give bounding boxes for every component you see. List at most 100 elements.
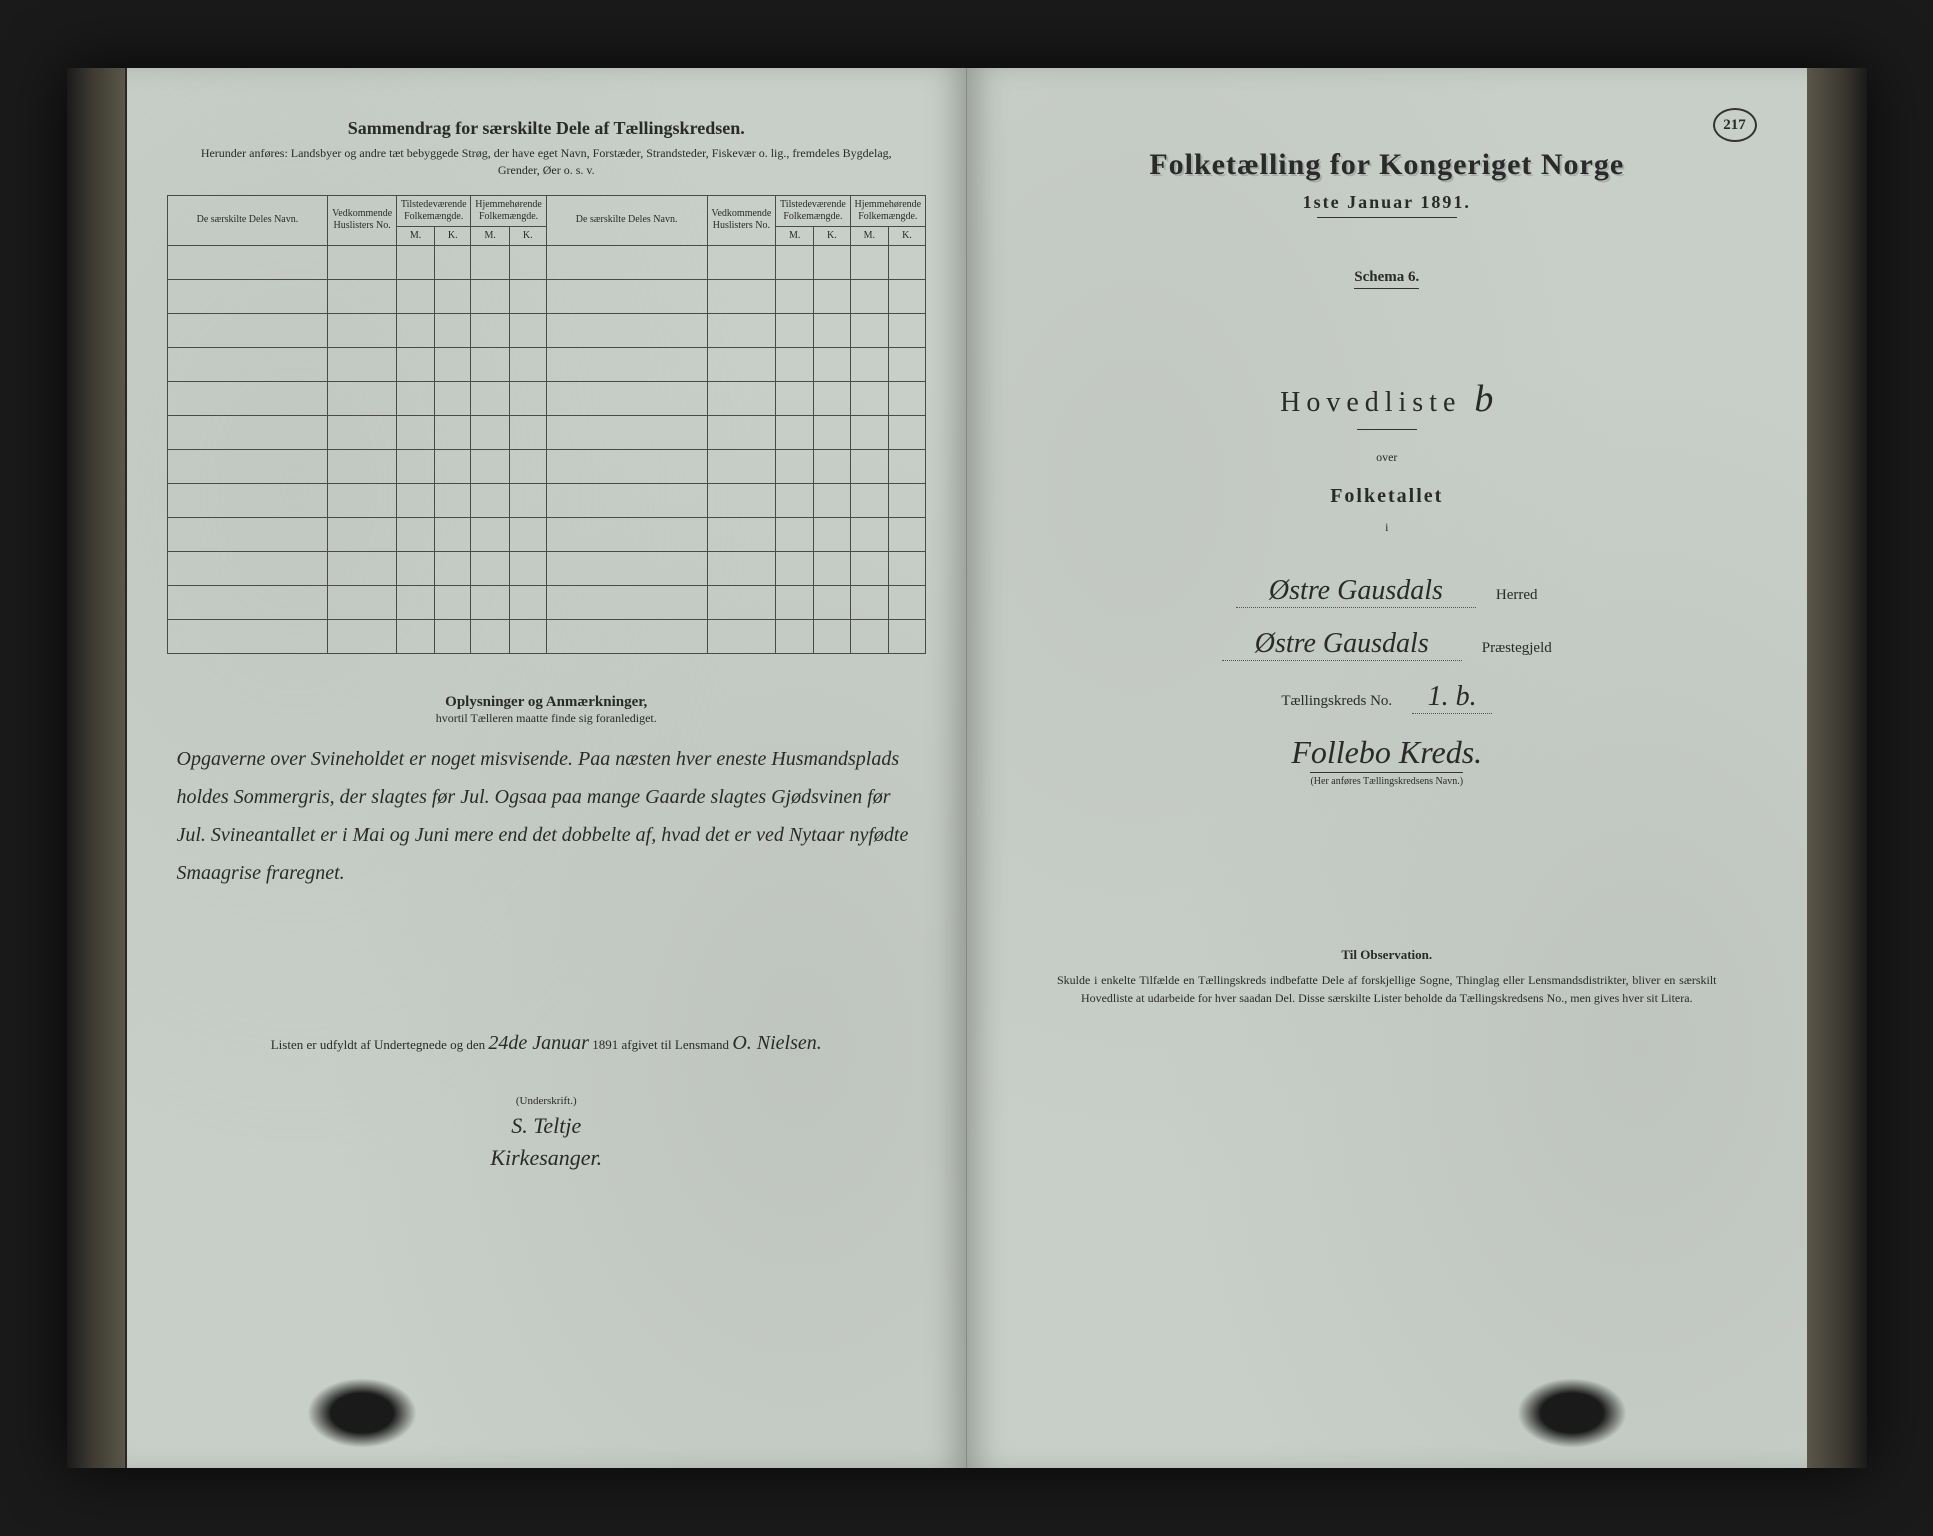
table-cell	[546, 313, 707, 347]
table-cell	[167, 347, 328, 381]
table-cell	[889, 619, 926, 653]
table-cell	[435, 415, 471, 449]
table-cell	[850, 313, 888, 347]
table-cell	[471, 245, 509, 279]
table-cell	[776, 551, 814, 585]
left-page-subtitle: Herunder anføres: Landsbyer og andre tæt…	[167, 145, 927, 179]
table-row	[167, 517, 926, 551]
th-k: K.	[435, 226, 471, 245]
table-cell	[776, 347, 814, 381]
table-cell	[707, 517, 776, 551]
table-cell	[814, 483, 850, 517]
table-row	[167, 347, 926, 381]
table-cell	[850, 449, 888, 483]
table-cell	[397, 449, 435, 483]
table-cell	[707, 619, 776, 653]
table-cell	[397, 483, 435, 517]
table-cell	[889, 347, 926, 381]
table-cell	[397, 585, 435, 619]
th-m: M.	[397, 226, 435, 245]
table-row	[167, 449, 926, 483]
table-row	[167, 483, 926, 517]
table-cell	[776, 245, 814, 279]
table-cell	[435, 517, 471, 551]
table-cell	[397, 619, 435, 653]
th-navn-1: De særskilte Deles Navn.	[167, 195, 328, 245]
table-cell	[546, 381, 707, 415]
table-cell	[814, 619, 850, 653]
observation-heading: Til Observation.	[1007, 947, 1767, 963]
table-cell	[471, 449, 509, 483]
table-cell	[707, 279, 776, 313]
table-cell	[397, 245, 435, 279]
table-cell	[814, 517, 850, 551]
table-cell	[776, 483, 814, 517]
summary-table: De særskilte Deles Navn. Vedkommende Hus…	[167, 195, 927, 654]
table-cell	[546, 619, 707, 653]
table-cell	[546, 279, 707, 313]
table-cell	[546, 415, 707, 449]
table-cell	[546, 483, 707, 517]
table-cell	[776, 517, 814, 551]
table-cell	[167, 483, 328, 517]
th-huslister-1: Vedkommende Huslisters No.	[328, 195, 397, 245]
table-cell	[509, 381, 546, 415]
table-cell	[814, 415, 850, 449]
table-cell	[509, 279, 546, 313]
table-cell	[546, 551, 707, 585]
table-cell	[435, 381, 471, 415]
table-cell	[328, 245, 397, 279]
table-cell	[328, 449, 397, 483]
table-cell	[814, 347, 850, 381]
i-label: i	[1007, 520, 1767, 535]
book-spine-right	[1807, 68, 1867, 1468]
table-cell	[328, 483, 397, 517]
table-cell	[435, 279, 471, 313]
table-cell	[435, 619, 471, 653]
right-content: Folketælling for Kongeriget Norge 1ste J…	[1007, 118, 1767, 1007]
th-k: K.	[509, 226, 546, 245]
table-cell	[509, 551, 546, 585]
table-cell	[546, 245, 707, 279]
herred-row: Østre Gausdals Herred	[1007, 575, 1767, 608]
table-cell	[328, 551, 397, 585]
table-cell	[509, 449, 546, 483]
kreds-name: Follebo Kreds.	[1007, 734, 1767, 771]
table-cell	[850, 245, 888, 279]
table-cell	[707, 483, 776, 517]
table-cell	[328, 619, 397, 653]
table-cell	[850, 347, 888, 381]
table-cell	[776, 279, 814, 313]
observation-text: Skulde i enkelte Tilfælde en Tællingskre…	[1007, 971, 1767, 1007]
folketallet-label: Folketallet	[1007, 485, 1767, 508]
table-cell	[850, 585, 888, 619]
table-cell	[471, 585, 509, 619]
table-cell	[776, 449, 814, 483]
table-cell	[471, 347, 509, 381]
table-cell	[328, 313, 397, 347]
praestegjeld-handwritten: Østre Gausdals	[1222, 628, 1462, 661]
table-cell	[471, 551, 509, 585]
table-cell	[397, 551, 435, 585]
table-cell	[707, 585, 776, 619]
table-cell	[546, 517, 707, 551]
table-cell	[328, 381, 397, 415]
table-cell	[435, 313, 471, 347]
table-cell	[850, 517, 888, 551]
table-cell	[814, 449, 850, 483]
table-cell	[328, 415, 397, 449]
table-cell	[707, 245, 776, 279]
table-cell	[889, 415, 926, 449]
table-cell	[167, 551, 328, 585]
table-cell	[328, 347, 397, 381]
table-cell	[471, 517, 509, 551]
table-cell	[776, 415, 814, 449]
table-cell	[167, 279, 328, 313]
table-cell	[889, 483, 926, 517]
th-hjemme-2: Hjemmehørende Folkemængde.	[850, 195, 925, 226]
table-cell	[328, 517, 397, 551]
th-huslister-2: Vedkommende Huslisters No.	[707, 195, 776, 245]
signature-name-2: Kirkesanger.	[167, 1145, 927, 1171]
table-row	[167, 619, 926, 653]
th-m: M.	[850, 226, 888, 245]
